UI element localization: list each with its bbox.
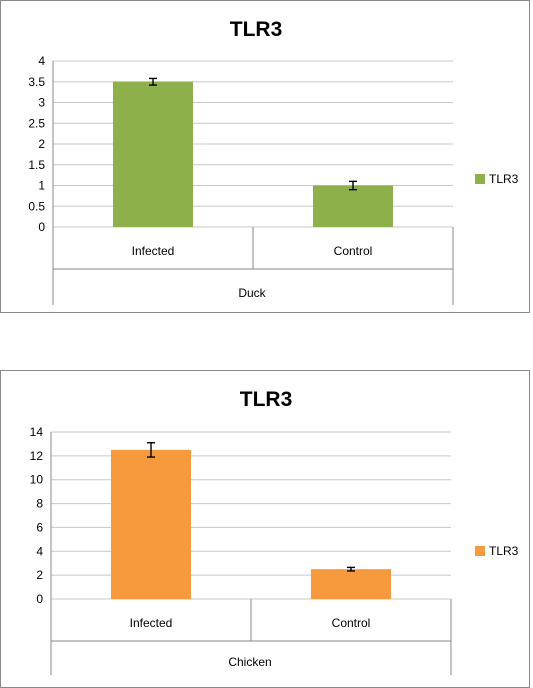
duck-y-tick-label: 1 xyxy=(38,179,45,193)
duck-y-tick-label: 2.5 xyxy=(28,116,45,130)
duck-y-tick-label: 0 xyxy=(38,220,45,234)
chicken-y-tick-label: 12 xyxy=(30,449,44,463)
duck-category-label-control: Control xyxy=(334,244,373,258)
duck-y-tick-label: 3.5 xyxy=(28,75,45,89)
chicken-category-label-infected: Infected xyxy=(130,616,173,630)
duck-bar-control xyxy=(313,185,393,227)
duck-y-tick-label: 2 xyxy=(38,137,45,151)
chicken-error-bar-infected xyxy=(147,442,155,458)
chicken-chart: TLR3 0 2 4 6 8 10 12 14 Infected Control Chicken… xyxy=(30,388,519,675)
chicken-bar-control xyxy=(311,569,391,599)
chicken-bar-infected xyxy=(111,449,191,599)
duck-y-tick-label: 3 xyxy=(38,96,45,110)
chicken-legend-label: TLR3 xyxy=(489,544,519,558)
chicken-chart-title: TLR3 xyxy=(240,388,293,411)
duck-chart-title: TLR3 xyxy=(230,18,283,41)
chicken-legend-swatch xyxy=(475,546,485,556)
chicken-y-tick-label: 8 xyxy=(36,497,43,511)
chicken-error-bar-control xyxy=(347,566,355,572)
duck-bar-infected xyxy=(113,81,193,227)
duck-error-bar-infected xyxy=(149,77,157,86)
chicken-y-tick-label: 14 xyxy=(30,425,44,439)
duck-error-bar-control xyxy=(349,180,357,191)
duck-legend-swatch xyxy=(475,174,485,184)
chicken-y-tick-label: 10 xyxy=(30,473,44,487)
chicken-group-label: Chicken xyxy=(228,655,271,669)
chicken-y-tick-label: 2 xyxy=(36,568,43,582)
chicken-y-tick-label: 4 xyxy=(36,544,43,558)
chicken-y-tick-label: 0 xyxy=(36,592,43,606)
duck-chart: TLR3 0 0.5 1 1.5 2 2.5 3 3.5 4 Infected Control D… xyxy=(28,18,519,305)
chicken-chart-panel: TLR3 0 2 4 6 8 10 12 14 Infected Control Chicken… xyxy=(0,370,530,688)
duck-category-label-infected: Infected xyxy=(132,244,175,258)
duck-group-label: Duck xyxy=(238,286,266,300)
duck-y-tick-label: 4 xyxy=(38,54,45,68)
chicken-y-tick-label: 6 xyxy=(36,520,43,534)
duck-chart-panel: TLR3 0 0.5 1 1.5 2 2.5 3 3.5 4 Infected Control D… xyxy=(0,0,530,313)
chicken-category-label-control: Control xyxy=(332,616,371,630)
duck-legend-label: TLR3 xyxy=(489,172,519,186)
duck-y-tick-label: 1.5 xyxy=(28,158,45,172)
duck-y-tick-label: 0.5 xyxy=(28,199,45,213)
